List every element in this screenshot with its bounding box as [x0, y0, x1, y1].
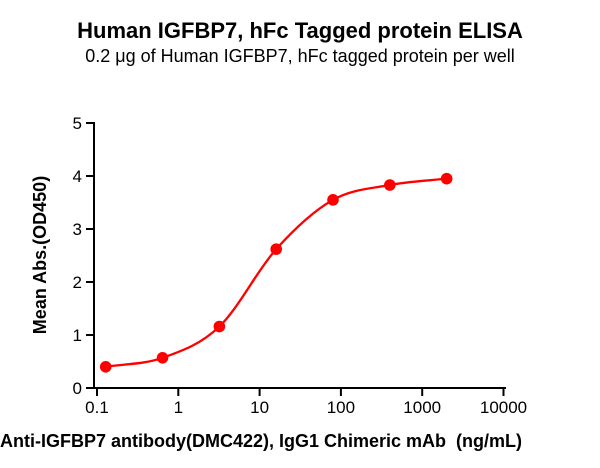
data-point — [213, 320, 226, 333]
dose-response-curve — [105, 177, 447, 368]
x-tick-label: 10 — [250, 398, 269, 417]
x-axis-ticks — [96, 388, 505, 396]
y-tick-label: 2 — [73, 273, 82, 292]
data-point — [440, 172, 453, 185]
y-axis-title: Mean Abs.(OD450) — [30, 176, 50, 334]
data-points — [99, 172, 453, 373]
x-tick-label: 0.1 — [85, 398, 109, 417]
x-axis-title: Anti-IGFBP7 antibody(DMC422), IgG1 Chime… — [0, 431, 522, 451]
data-point — [99, 361, 112, 373]
y-tick-label: 3 — [73, 220, 82, 239]
x-tick-label: 1000 — [403, 398, 441, 417]
y-tick-label: 5 — [73, 114, 82, 133]
x-tick-label: 10000 — [480, 398, 527, 417]
data-point — [156, 351, 169, 364]
chart-title: Human IGFBP7, hFc Tagged protein ELISA — [77, 18, 523, 43]
y-axis-ticks — [86, 122, 94, 389]
data-point — [384, 179, 396, 191]
data-point — [270, 243, 282, 255]
y-tick-label: 0 — [73, 379, 82, 398]
data-point — [327, 194, 339, 206]
x-tick-label: 100 — [327, 398, 355, 417]
x-tick-label: 1 — [174, 398, 183, 417]
y-tick-label: 1 — [73, 326, 82, 345]
y-tick-label: 4 — [73, 167, 82, 186]
chart-subtitle: 0.2 μg of Human IGFBP7, hFc tagged prote… — [85, 46, 515, 66]
